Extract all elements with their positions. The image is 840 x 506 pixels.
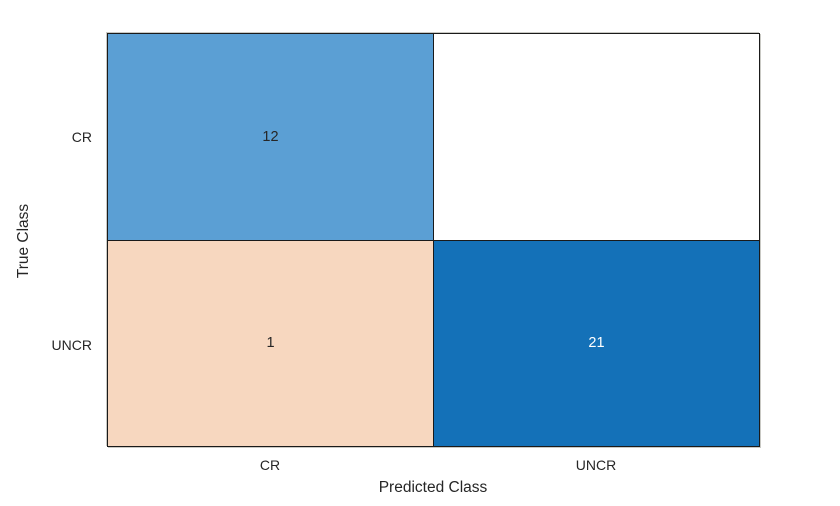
- cell-true-cr-pred-cr: 12: [108, 34, 433, 240]
- cell-true-cr-pred-uncr: [434, 34, 759, 240]
- x-tick-label-cr: CR: [259, 457, 281, 473]
- x-axis-label: Predicted Class: [378, 479, 488, 496]
- x-tick-label-uncr: UNCR: [575, 457, 617, 473]
- y-tick-label-cr: CR: [71, 129, 92, 145]
- y-tick-label-uncr: UNCR: [51, 337, 92, 353]
- cell-true-uncr-pred-cr: 1: [108, 240, 433, 446]
- cell-true-uncr-pred-uncr: 21: [434, 240, 759, 446]
- confusion-matrix-grid: 12 1 21: [107, 33, 760, 447]
- y-axis-label: True Class: [15, 203, 32, 279]
